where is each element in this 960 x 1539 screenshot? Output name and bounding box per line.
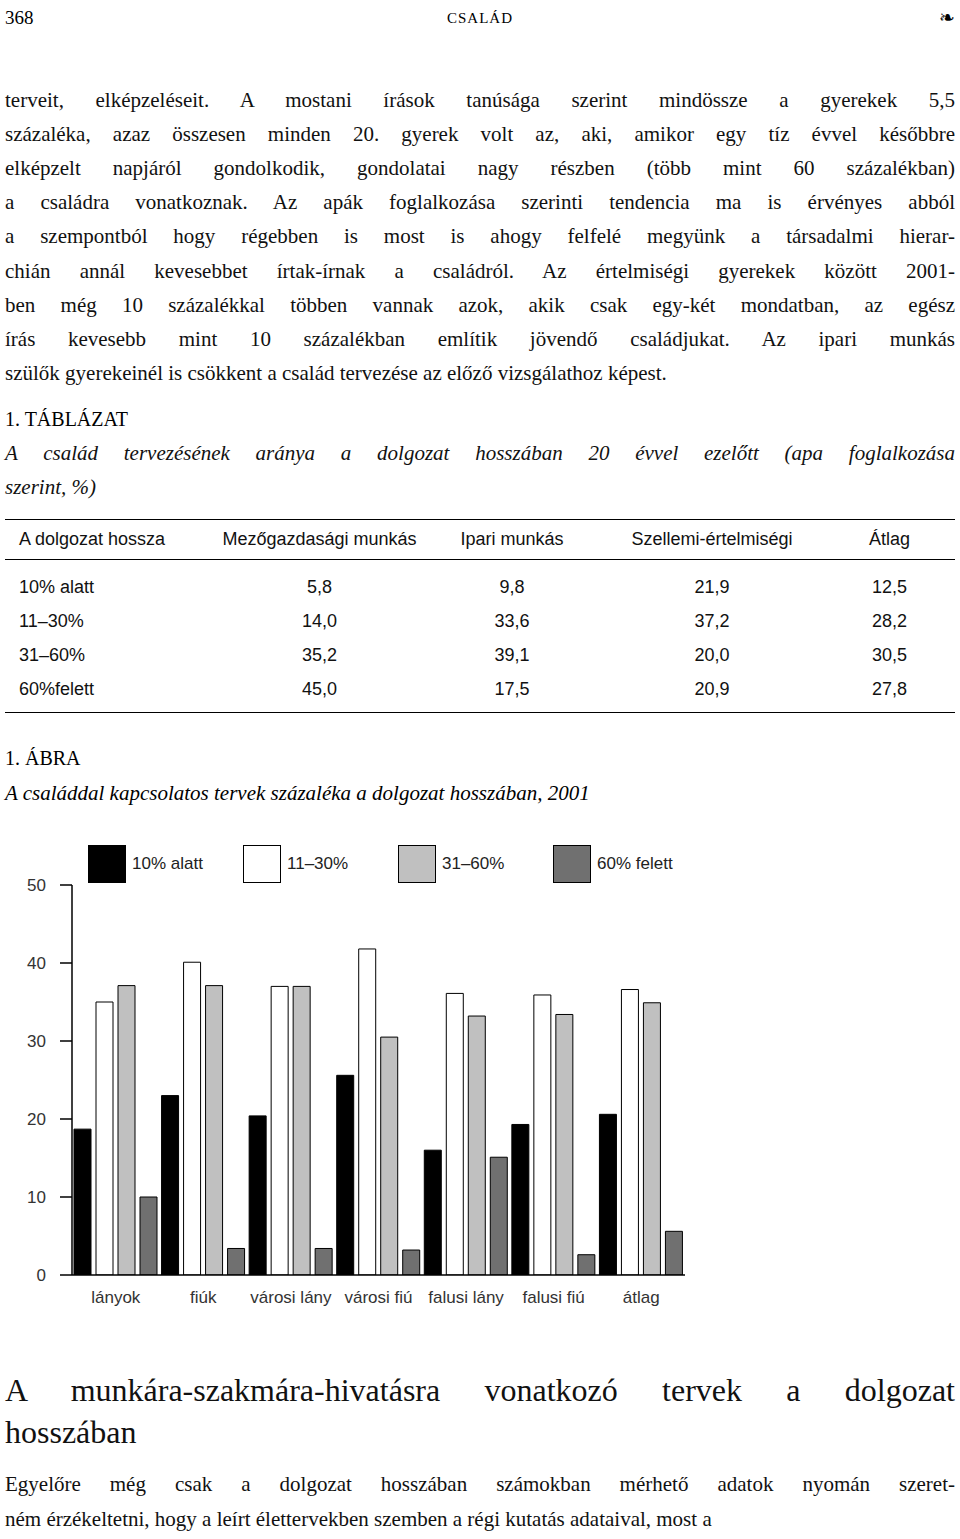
html-text:CSALÁD: CSALÁD (447, 10, 513, 26)
html-text:Szellemi-értelmiségi: Szellemi-értelmiségi (631, 529, 793, 549)
html-text:százaléka, azaz összesen minde: százaléka, azaz összesen minden 20. gyer… (5, 122, 955, 147)
html-text:12,5: 12,5 (872, 576, 907, 597)
svg-text:átlag: átlag (623, 1288, 660, 1307)
html-text:20,9: 20,9 (694, 678, 730, 699)
html-text:9,8: 9,8 (499, 576, 525, 597)
html-text:35,2: 35,2 (302, 644, 337, 665)
svg-text:falusi lány: falusi lány (428, 1288, 504, 1307)
svg-text:városi fiú: városi fiú (344, 1288, 412, 1307)
html-text:1. TÁBLÁZAT: 1. TÁBLÁZAT (5, 408, 128, 430)
html-text:45,0: 45,0 (302, 678, 337, 699)
svg-text:0: 0 (37, 1266, 46, 1285)
svg-text:50: 50 (27, 876, 46, 895)
html-text:szülők gyerekeinél is csökkent: szülők gyerekeinél is csökkent a család … (5, 360, 667, 385)
html-text:31–60%: 31–60% (19, 644, 86, 665)
html-text:39,1: 39,1 (494, 644, 530, 665)
html-text:30,5: 30,5 (872, 644, 907, 665)
html-text:A család tervezésének aránya a: A család tervezésének aránya a dolgozat … (5, 441, 955, 465)
html-text:terveit, elképzeléseit. A most: terveit, elképzeléseit. A mostani írások… (5, 88, 955, 112)
html-text:szerint, %): szerint, %) (5, 475, 96, 499)
html-text:írás kevesebb mint 10 százalék: írás kevesebb mint 10 százalékban említi… (5, 326, 955, 351)
html-text:60%felett: 60%felett (19, 678, 95, 699)
svg-text:40: 40 (27, 954, 46, 973)
html-text:A dolgozat hossza: A dolgozat hossza (19, 529, 166, 549)
html-text:60% felett: 60% felett (597, 854, 673, 873)
html-text:37,2: 37,2 (694, 610, 730, 631)
html-text:1. ÁBRA: 1. ÁBRA (5, 747, 81, 769)
html-text:chián annál kevesebbet írtak-í: chián annál kevesebbet írtak-írnak a csa… (5, 258, 955, 283)
html-text:ném érzékeltetni, hogy a leírt: ném érzékeltetni, hogy a leírt életterve… (5, 1507, 712, 1531)
html-text:A munkára-szakmára-hivatásra v: A munkára-szakmára-hivatásra vonatkozó t… (5, 1372, 955, 1408)
svg-text:30: 30 (27, 1032, 46, 1051)
svg-text:20: 20 (27, 1110, 46, 1129)
html-text:Mezőgazdasági munkás: Mezőgazdasági munkás (222, 529, 417, 549)
html-text:hosszában: hosszában (5, 1414, 137, 1450)
html-text:20,0: 20,0 (694, 644, 730, 665)
html-text:Egyelőre még csak a dolgozat h: Egyelőre még csak a dolgozat hosszában s… (5, 1472, 955, 1496)
html-text:33,6: 33,6 (494, 610, 530, 631)
html-text:Átlag: Átlag (869, 529, 910, 549)
html-text:5,8: 5,8 (307, 576, 332, 597)
html-text:27,8: 27,8 (872, 678, 907, 699)
svg-text:10: 10 (27, 1188, 46, 1207)
html-text:A családdal kapcsolatos tervek: A családdal kapcsolatos tervek százaléka… (5, 781, 590, 805)
html-text:a családra vonatkoznak. Az apá: a családra vonatkoznak. Az apák foglalko… (5, 190, 955, 215)
html-text:14,0: 14,0 (302, 610, 337, 631)
svg-text:falusi fiú: falusi fiú (522, 1288, 584, 1307)
html-text:11–30%: 11–30% (19, 610, 84, 631)
html-text:a szempontból hogy régebben is: a szempontból hogy régebben is most is a… (5, 224, 955, 249)
svg-text:lányok: lányok (91, 1288, 141, 1307)
html-text:10% alatt: 10% alatt (19, 576, 95, 597)
html-text:28,2: 28,2 (872, 610, 907, 631)
svg-text:fiúk: fiúk (190, 1288, 217, 1307)
html-text:11–30%: 11–30% (287, 854, 349, 873)
html-text:elképzelt napjáról gondolkodik: elképzelt napjáról gondolkodik, gondolat… (5, 156, 955, 181)
html-text:10% alatt: 10% alatt (132, 854, 203, 873)
html-text:368: 368 (5, 7, 34, 28)
html-text:17,5: 17,5 (494, 678, 530, 699)
html-text:ben még 10 százalékkal többen: ben még 10 százalékkal többen vannak azo… (5, 292, 955, 317)
html-text:21,9: 21,9 (694, 576, 730, 597)
svg-text:városi lány: városi lány (250, 1288, 332, 1307)
html-text:Ipari munkás: Ipari munkás (460, 529, 564, 549)
html-text:31–60%: 31–60% (442, 854, 505, 873)
